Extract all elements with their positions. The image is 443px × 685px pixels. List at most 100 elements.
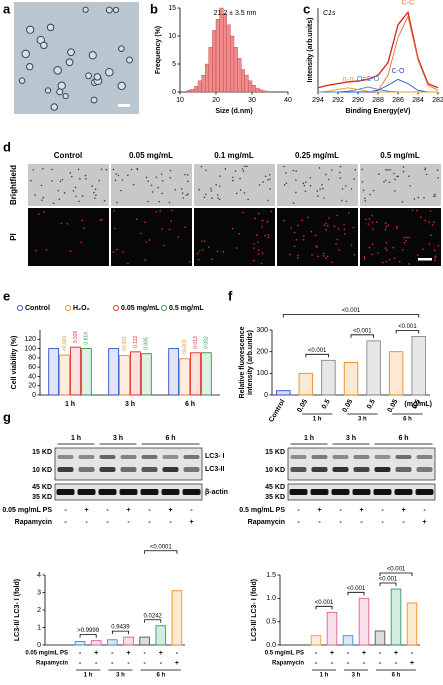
cell	[136, 167, 139, 170]
cell	[369, 193, 371, 196]
pi-cell	[314, 234, 317, 237]
row-sign: -	[79, 650, 82, 657]
pi-cell	[432, 221, 435, 223]
cell	[30, 179, 32, 182]
histogram-bar	[194, 86, 199, 93]
pi-image	[360, 208, 441, 266]
bar	[107, 639, 118, 646]
pi-cell	[116, 248, 118, 251]
cell	[114, 179, 117, 182]
bar	[276, 390, 291, 396]
band	[78, 455, 95, 459]
treatment-sign: +	[168, 507, 172, 514]
x-tick-label: 3 h	[125, 401, 135, 408]
pi-cell	[405, 239, 407, 242]
cell	[234, 170, 237, 172]
cell	[387, 169, 389, 171]
pi-cell	[323, 255, 325, 257]
cell	[397, 175, 399, 177]
cell	[350, 188, 353, 190]
pi-cell	[398, 260, 401, 263]
comparison-label: <0.001	[308, 348, 327, 354]
cell	[155, 176, 158, 178]
cell	[318, 167, 321, 169]
band	[141, 455, 158, 459]
pi-cell	[372, 228, 375, 230]
pi-cell	[376, 252, 379, 254]
bar	[343, 362, 359, 396]
band-label: β-actin	[205, 489, 228, 496]
pi-cell	[301, 219, 303, 222]
cell	[132, 183, 135, 186]
particle	[117, 81, 126, 91]
pi-cell	[238, 232, 240, 235]
histogram-bar	[204, 63, 209, 93]
column-label: 0.1 mg/mL	[214, 151, 254, 160]
pi-cell	[417, 254, 419, 256]
row-label: 0.05 mg/mL PS	[25, 651, 68, 657]
time-label: 1 h	[304, 435, 314, 442]
histogram-bar	[208, 47, 213, 93]
y-tick-label: 15	[168, 5, 176, 12]
row-sign: +	[159, 650, 163, 657]
pi-cell	[371, 253, 374, 256]
particle	[50, 103, 58, 111]
cell	[93, 191, 95, 194]
pi-cell	[200, 240, 203, 243]
comparison-bracket	[379, 572, 413, 576]
y-tick-label: 120	[24, 336, 36, 343]
cell	[264, 175, 267, 178]
pi-cell	[254, 217, 256, 220]
cell	[210, 190, 213, 192]
bar	[326, 611, 338, 646]
histogram-bar	[226, 24, 231, 93]
pi-cell	[257, 212, 260, 215]
pi-cell	[384, 247, 387, 249]
cell	[157, 186, 159, 189]
band	[77, 489, 96, 495]
p-value: 0.013	[193, 336, 199, 349]
pi-cell	[293, 231, 296, 234]
histogram-bar	[197, 80, 202, 93]
cell	[169, 169, 172, 172]
pi-cell	[326, 255, 329, 258]
row-label: Brightfield	[9, 165, 18, 205]
cell	[158, 200, 161, 203]
x-tick-label: 20	[212, 97, 220, 104]
panel-label: f	[228, 288, 233, 303]
cell	[340, 199, 343, 202]
cell	[239, 177, 241, 180]
comparison-label: <0.001	[398, 324, 417, 330]
histogram-bar	[215, 19, 220, 93]
cell	[217, 197, 219, 199]
annotation: 21.2 ± 3.5 nm	[214, 10, 257, 17]
cell	[74, 186, 77, 189]
pi-cell	[198, 250, 201, 252]
pi-cell	[393, 257, 396, 259]
cell	[41, 199, 43, 202]
histogram-bar	[233, 47, 238, 93]
pi-cell	[336, 238, 339, 241]
pi-cell	[333, 225, 336, 228]
particle	[40, 41, 48, 50]
pi-cell	[60, 222, 63, 225]
bar	[90, 640, 102, 646]
cell	[200, 165, 203, 168]
pi-image	[111, 208, 192, 266]
x-tick-label: 0.5	[411, 398, 422, 410]
band	[332, 467, 349, 472]
group-label: 3 h	[116, 673, 125, 679]
y-tick-label: 3	[37, 589, 41, 596]
pi-cell	[343, 223, 345, 226]
y-tick-label: 100	[24, 345, 36, 352]
pi-cell	[37, 213, 40, 215]
pi-cell	[231, 227, 234, 230]
cell	[116, 201, 118, 204]
pi-cell	[337, 228, 340, 230]
row-sign: -	[143, 660, 146, 667]
cell	[242, 170, 245, 172]
comparison-bracket	[347, 591, 365, 596]
x-tick-label: 40	[284, 97, 292, 104]
pi-cell	[161, 228, 164, 230]
cell	[184, 173, 186, 176]
